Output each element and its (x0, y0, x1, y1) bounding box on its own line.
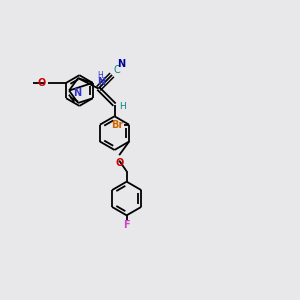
Text: C: C (113, 65, 120, 75)
Text: N: N (73, 88, 81, 98)
Text: O: O (115, 158, 123, 168)
Text: H: H (119, 102, 126, 111)
Text: H: H (97, 71, 103, 80)
Text: Br: Br (111, 120, 124, 130)
Text: N: N (97, 76, 105, 87)
Text: N: N (118, 59, 126, 70)
Text: O: O (37, 78, 45, 88)
Text: F: F (123, 220, 130, 230)
